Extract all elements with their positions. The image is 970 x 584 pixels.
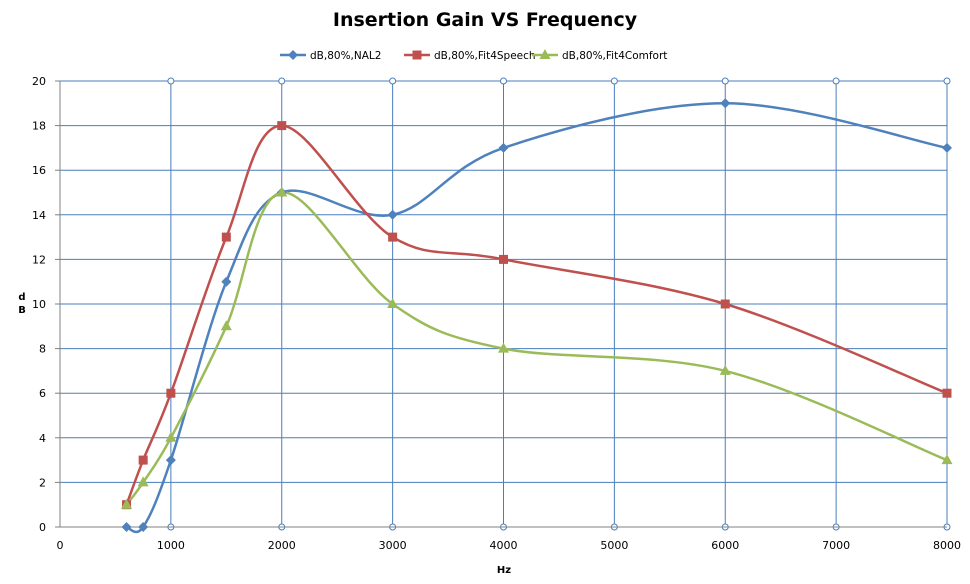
chart-title: Insertion Gain VS Frequency [333,9,638,31]
data-point [165,431,177,442]
legend-label: dB,80%,Fit4Comfort [562,50,667,62]
legend-marker [288,50,298,60]
data-point [137,476,149,487]
data-point [388,232,398,242]
data-point [138,455,148,465]
legend-marker [412,50,422,60]
data-point [719,364,731,375]
y-tick-label: 12 [32,253,46,266]
data-point [138,522,149,532]
gridline-end-marker [389,77,397,85]
data-point [277,121,287,131]
data-point [276,186,288,197]
series-lines [125,102,948,534]
data-point [942,142,952,153]
x-axis-label: Hz [497,565,511,576]
x-tick-label: 0 [57,539,64,552]
x-tick-label: 8000 [933,539,961,552]
data-point [498,342,509,353]
data-point [165,455,176,466]
series-line-1 [125,124,948,506]
data-point [941,454,953,465]
x-tick-labels: 0 1000 2000 3000 4000 5000 6000 7000 8000 [57,539,962,552]
y-tick-label: 16 [32,164,46,177]
data-point [498,142,509,153]
y-tick-label: 4 [39,432,46,445]
y-tick-label: 10 [32,298,46,311]
data-point [387,209,398,220]
data-point [720,98,731,109]
gridline-end-marker [500,77,507,85]
data-point [121,498,133,509]
y-tick-label: 14 [32,209,46,222]
gridline-end-marker [610,77,618,85]
data-point [942,388,952,398]
y-tick-label: 0 [39,521,46,534]
y-tick-label: 6 [39,387,46,400]
y-tick-label: 8 [39,343,46,356]
data-point [499,254,508,264]
data-point [121,522,132,532]
series-markers [121,98,953,532]
grid [60,77,951,531]
gridline-end-marker [721,77,729,85]
data-point [166,388,176,398]
gridline-end-marker [832,77,840,85]
legend: dB,80%,NAL2 dB,80%,Fit4Speech dB,80%,Fit4C… [280,49,667,62]
y-tick-labels: 0 2 4 6 8 10 12 14 16 18 20 [32,75,46,534]
y-tick-label: 20 [32,75,46,88]
data-point [221,276,232,287]
x-tick-label: 6000 [711,539,739,552]
data-point [221,232,231,242]
x-tick-label: 3000 [379,539,407,552]
x-tick-label: 5000 [600,539,628,552]
gridline-end-marker [278,77,286,85]
x-tick-label: 1000 [157,539,185,552]
axes [55,80,947,528]
x-tick-label: 2000 [268,539,296,552]
gridline-end-marker [167,77,175,85]
legend-marker [539,49,551,59]
legend-label: dB,80%,NAL2 [310,50,381,62]
x-tick-label: 4000 [490,539,518,552]
y-tick-label: 2 [39,476,46,489]
x-tick-label: 7000 [822,539,850,552]
data-point [720,299,730,309]
data-point [220,320,232,331]
legend-label: dB,80%,Fit4Speech [434,50,536,62]
y-tick-label: 18 [32,120,46,133]
gridline-end-marker [943,77,951,85]
data-point [387,298,399,308]
